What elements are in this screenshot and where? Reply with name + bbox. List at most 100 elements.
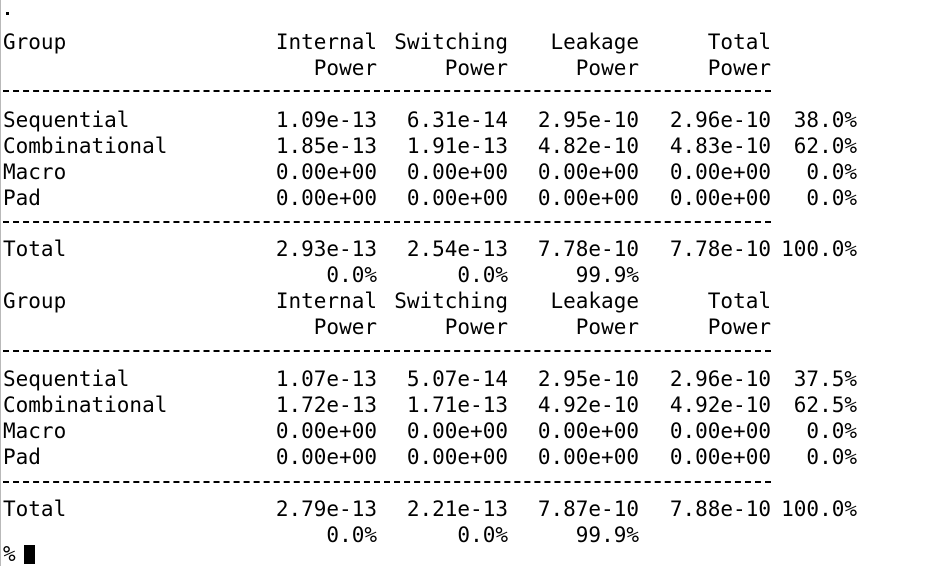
power-report-table-2-body: Sequential 1.07e-13 5.07e-14 2.95e-10 2.… (1, 366, 952, 470)
power-report-table-2-total: Total 2.79e-13 2.21e-13 7.87e-10 7.88e-1… (1, 496, 952, 548)
total-power: 4.83e-10 (669, 134, 771, 158)
group-name: Pad (3, 445, 41, 469)
leakage-header: Leakage (550, 289, 639, 313)
total-total-power: 7.78e-10 (669, 237, 771, 261)
power-report-table-2: Group Internal Switching Leakage Total P… (1, 288, 952, 340)
leakage-header-unit: Power (575, 56, 639, 80)
total-label: Total (3, 237, 67, 261)
switching-header: Switching (394, 289, 508, 313)
table-2-divider-bottom (3, 481, 771, 483)
total-header: Total (707, 30, 771, 54)
leakage-power: 4.82e-10 (537, 134, 639, 158)
total-row: Total 2.79e-13 2.21e-13 7.87e-10 7.88e-1… (1, 496, 952, 522)
total-header-unit: Power (707, 56, 771, 80)
total-leakage-power: 7.87e-10 (537, 497, 639, 521)
switching-header-unit: Power (444, 56, 508, 80)
internal-power: 1.85e-13 (275, 134, 377, 158)
total-power: 4.92e-10 (669, 393, 771, 417)
internal-power: 1.09e-13 (275, 108, 377, 132)
internal-header-unit: Power (313, 315, 377, 339)
percent: 0.0% (806, 160, 857, 184)
header-row-2: Power Power Power Power (1, 314, 952, 340)
leakage-power: 0.00e+00 (537, 186, 639, 210)
total-internal-power: 2.93e-13 (275, 237, 377, 261)
power-report-table-1: Group Internal Switching Leakage Total P… (1, 29, 952, 81)
total-power: 0.00e+00 (669, 445, 771, 469)
total-percent-row: 0.0% 0.0% 99.9% (1, 262, 952, 288)
leakage-header: Leakage (550, 30, 639, 54)
percent: 37.5% (793, 367, 857, 391)
total-header: Total (707, 289, 771, 313)
table-row: Combinational 1.72e-13 1.71e-13 4.92e-10… (1, 392, 952, 418)
total-power: 0.00e+00 (669, 160, 771, 184)
internal-power: 1.07e-13 (275, 367, 377, 391)
total-header-unit: Power (707, 315, 771, 339)
internal-percent: 0.0% (326, 523, 377, 547)
switching-percent: 0.0% (457, 523, 508, 547)
leakage-power: 2.95e-10 (537, 108, 639, 132)
switching-power: 0.00e+00 (406, 160, 508, 184)
internal-header-unit: Power (313, 56, 377, 80)
internal-power: 0.00e+00 (275, 160, 377, 184)
total-power: 0.00e+00 (669, 186, 771, 210)
power-report-table-1-body: Sequential 1.09e-13 6.31e-14 2.95e-10 2.… (1, 107, 952, 211)
group-name: Combinational (3, 393, 168, 417)
power-report-table-1-total: Total 2.93e-13 2.54e-13 7.78e-10 7.78e-1… (1, 236, 952, 288)
internal-header: Internal (275, 289, 377, 313)
total-percent: 100.0% (781, 497, 857, 521)
table-1-divider-top (3, 90, 771, 92)
table-row: Sequential 1.07e-13 5.07e-14 2.95e-10 2.… (1, 366, 952, 392)
total-power: 2.96e-10 (669, 108, 771, 132)
switching-power: 6.31e-14 (406, 108, 508, 132)
percent: 0.0% (806, 419, 857, 443)
table-row: Macro 0.00e+00 0.00e+00 0.00e+00 0.00e+0… (1, 159, 952, 185)
internal-percent: 0.0% (326, 263, 377, 287)
table-row: Pad 0.00e+00 0.00e+00 0.00e+00 0.00e+00 … (1, 185, 952, 211)
internal-power: 0.00e+00 (275, 186, 377, 210)
leakage-power: 0.00e+00 (537, 160, 639, 184)
table-row: Macro 0.00e+00 0.00e+00 0.00e+00 0.00e+0… (1, 418, 952, 444)
total-internal-power: 2.79e-13 (275, 497, 377, 521)
group-name: Macro (3, 160, 67, 184)
leakage-power: 0.00e+00 (537, 419, 639, 443)
percent: 62.0% (793, 134, 857, 158)
total-switching-power: 2.54e-13 (406, 237, 508, 261)
table-row: Sequential 1.09e-13 6.31e-14 2.95e-10 2.… (1, 107, 952, 133)
total-percent: 100.0% (781, 237, 857, 261)
internal-header: Internal (275, 30, 377, 54)
percent: 0.0% (806, 186, 857, 210)
total-label: Total (3, 497, 67, 521)
switching-header: Switching (394, 30, 508, 54)
percent: 0.0% (806, 445, 857, 469)
table-row: Pad 0.00e+00 0.00e+00 0.00e+00 0.00e+00 … (1, 444, 952, 470)
prompt-symbol: % (3, 542, 16, 566)
group-name: Combinational (3, 134, 168, 158)
total-power: 0.00e+00 (669, 419, 771, 443)
shell-prompt[interactable]: % (3, 542, 35, 566)
group-header: Group (3, 289, 67, 313)
total-power: 2.96e-10 (669, 367, 771, 391)
group-header: Group (3, 30, 67, 54)
table-row: Combinational 1.85e-13 1.91e-13 4.82e-10… (1, 133, 952, 159)
switching-power: 5.07e-14 (406, 367, 508, 391)
group-name: Sequential (3, 367, 130, 391)
header-row-1: Group Internal Switching Leakage Total (1, 29, 952, 55)
switching-header-unit: Power (444, 315, 508, 339)
group-name: Pad (3, 186, 41, 210)
total-row: Total 2.93e-13 2.54e-13 7.78e-10 7.78e-1… (1, 236, 952, 262)
text-cursor (23, 545, 35, 564)
internal-power: 0.00e+00 (275, 419, 377, 443)
percent: 62.5% (793, 393, 857, 417)
leakage-power: 4.92e-10 (537, 393, 639, 417)
header-row-2: Power Power Power Power (1, 55, 952, 81)
internal-power: 0.00e+00 (275, 445, 377, 469)
total-switching-power: 2.21e-13 (406, 497, 508, 521)
switching-power: 1.71e-13 (406, 393, 508, 417)
header-row-1: Group Internal Switching Leakage Total (1, 288, 952, 314)
switching-power: 0.00e+00 (406, 419, 508, 443)
leakage-percent: 99.9% (575, 263, 639, 287)
leakage-power: 2.95e-10 (537, 367, 639, 391)
total-leakage-power: 7.78e-10 (537, 237, 639, 261)
table-2-divider-top (3, 350, 771, 352)
